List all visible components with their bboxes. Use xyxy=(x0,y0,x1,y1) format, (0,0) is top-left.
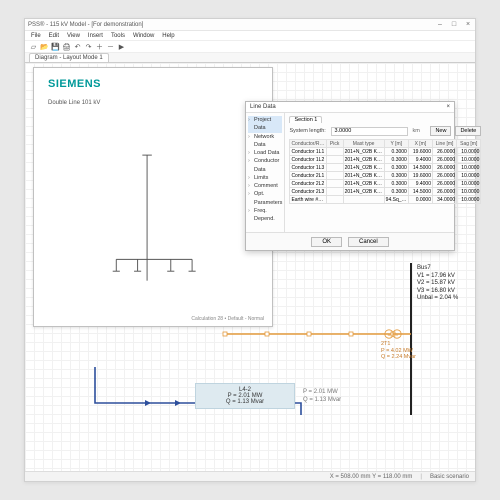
undo-icon[interactable]: ↶ xyxy=(73,42,82,51)
sheet-subtitle: Double Line 101 kV xyxy=(48,100,258,106)
close-icon[interactable]: × xyxy=(464,21,472,28)
section-tab[interactable]: Section 1 xyxy=(289,116,322,123)
dialog-main: Section 1 System length: km New Delete xyxy=(285,113,485,232)
bus7-readout: Bus7 V1 = 17.96 kV V2 = 15.87 kV V3 = 16… xyxy=(417,265,458,303)
tab-strip: Diagram - Layout Mode 1 xyxy=(25,53,475,63)
tree-node[interactable]: Conductor Data xyxy=(248,157,282,174)
redo-icon[interactable]: ↷ xyxy=(84,42,93,51)
save-icon[interactable]: 💾 xyxy=(51,42,60,51)
table-row[interactable]: Conductor 1L1201+N_O2B KF5A0.300019.6000… xyxy=(290,148,481,156)
one-line-diagram xyxy=(48,148,258,302)
tree-node[interactable]: Opt. Parameters xyxy=(248,190,282,207)
tree-node[interactable]: Load Data xyxy=(248,149,282,157)
ok-button[interactable]: OK xyxy=(311,237,342,247)
tree-node[interactable]: Project Data xyxy=(248,116,282,133)
table-header: Y [m] xyxy=(384,140,408,148)
length-input[interactable] xyxy=(331,127,408,136)
tree-node[interactable]: Freq. Depend. xyxy=(248,207,282,224)
status-coords: X = 508.00 mm Y = 118.00 mm xyxy=(330,474,413,480)
table-header: Pick xyxy=(326,140,343,148)
table-header: Conductor/Rating xyxy=(290,140,326,148)
run-icon[interactable]: ▶ xyxy=(117,42,126,51)
table-row[interactable]: Conductor 1L3201+N_O2B KF5A0.300014.5000… xyxy=(290,164,481,172)
dialog-tree[interactable]: Project DataNetwork DataLoad DataConduct… xyxy=(246,113,285,232)
menu-file[interactable]: File xyxy=(31,33,41,39)
meter-icon: Δ λ xyxy=(383,329,403,339)
length-unit: km xyxy=(412,128,426,134)
table-row[interactable]: Conductor 2L3201+N_O2B KF5A0.300014.5000… xyxy=(290,188,481,196)
table-row[interactable]: Conductor 2L2201+N_O2B KF5A0.30009.40002… xyxy=(290,180,481,188)
minimize-icon[interactable]: – xyxy=(436,21,444,28)
table-row[interactable]: Earth wire #1-with data94.Sq_0.Q2 St sh0… xyxy=(290,196,481,204)
open-icon[interactable]: 📂 xyxy=(40,42,49,51)
new-button[interactable]: New xyxy=(430,126,451,136)
dialog-close-icon[interactable]: × xyxy=(446,104,450,110)
table-header: Sag [m] xyxy=(457,140,481,148)
table-row[interactable]: Conductor 1L2201+N_O2B KF5A0.30009.40002… xyxy=(290,156,481,164)
line-info-side: P = 2.01 MW Q = 1.13 Mvar xyxy=(303,389,341,404)
tree-node[interactable]: Limits xyxy=(248,174,282,182)
table-header: Line [m] xyxy=(432,140,456,148)
drawing-canvas[interactable]: L4-2 P = 2.01 MW Q = 1.13 Mvar P = 2.01 … xyxy=(25,63,475,471)
sheet-footer-right: Calculation 28 • Default - Normal xyxy=(191,316,264,322)
menu-edit[interactable]: Edit xyxy=(49,33,59,39)
status-mode: Basic scenario xyxy=(430,474,469,480)
menu-help[interactable]: Help xyxy=(162,33,174,39)
toolbar: ▱📂💾🖨↶↷＋－▶ xyxy=(25,41,475,53)
table-header: Mast type xyxy=(343,140,384,148)
menubar: File Edit View Insert Tools Window Help xyxy=(25,31,475,41)
statusbar: X = 508.00 mm Y = 118.00 mm | Basic scen… xyxy=(25,471,475,481)
print-icon[interactable]: 🖨 xyxy=(62,42,71,51)
length-label: System length: xyxy=(289,128,327,134)
new-icon[interactable]: ▱ xyxy=(29,42,38,51)
dialog-title: Line Data xyxy=(250,104,276,110)
siemens-logo: SIEMENS xyxy=(48,78,258,90)
zoom-out-icon[interactable]: － xyxy=(106,42,115,51)
menu-view[interactable]: View xyxy=(67,33,80,39)
callout-q: Q = 1.13 Mvar xyxy=(226,399,264,405)
menu-window[interactable]: Window xyxy=(133,33,154,39)
tab-layout-mode[interactable]: Diagram - Layout Mode 1 xyxy=(29,53,109,62)
meter-readout: 2T1 P = 4.02 MW Q = 2.24 Mvar xyxy=(381,341,416,361)
cancel-button[interactable]: Cancel xyxy=(348,237,389,247)
line-info-callout: L4-2 P = 2.01 MW Q = 1.13 Mvar xyxy=(195,383,295,409)
menu-insert[interactable]: Insert xyxy=(88,33,103,39)
table-row[interactable]: Conductor 2L1201+N_O2B KF5A0.300019.6000… xyxy=(290,172,481,180)
line-data-dialog: Line Data × Project DataNetwork DataLoad… xyxy=(245,101,455,251)
titlebar: PSS® - 115 kV Model - [For demonstration… xyxy=(25,19,475,31)
menu-tools[interactable]: Tools xyxy=(111,33,125,39)
layout-sheet: SIEMENS Double Line 101 kV Calculation 2… xyxy=(33,67,273,327)
conductor-table[interactable]: Conductor/RatingPickMast typeY [m]X [m]L… xyxy=(289,139,481,204)
zoom-in-icon[interactable]: ＋ xyxy=(95,42,104,51)
window-title: PSS® - 115 kV Model - [For demonstration… xyxy=(28,22,143,28)
table-header: X [m] xyxy=(408,140,432,148)
app-window: PSS® - 115 kV Model - [For demonstration… xyxy=(24,18,476,482)
delete-button[interactable]: Delete xyxy=(455,126,481,136)
tree-node[interactable]: Comment xyxy=(248,182,282,190)
svg-text:λ: λ xyxy=(396,332,398,337)
svg-text:Δ: Δ xyxy=(388,332,391,337)
tree-node[interactable]: Network Data xyxy=(248,133,282,150)
maximize-icon[interactable]: □ xyxy=(450,21,458,28)
bus7-title: Bus7 xyxy=(417,265,458,273)
